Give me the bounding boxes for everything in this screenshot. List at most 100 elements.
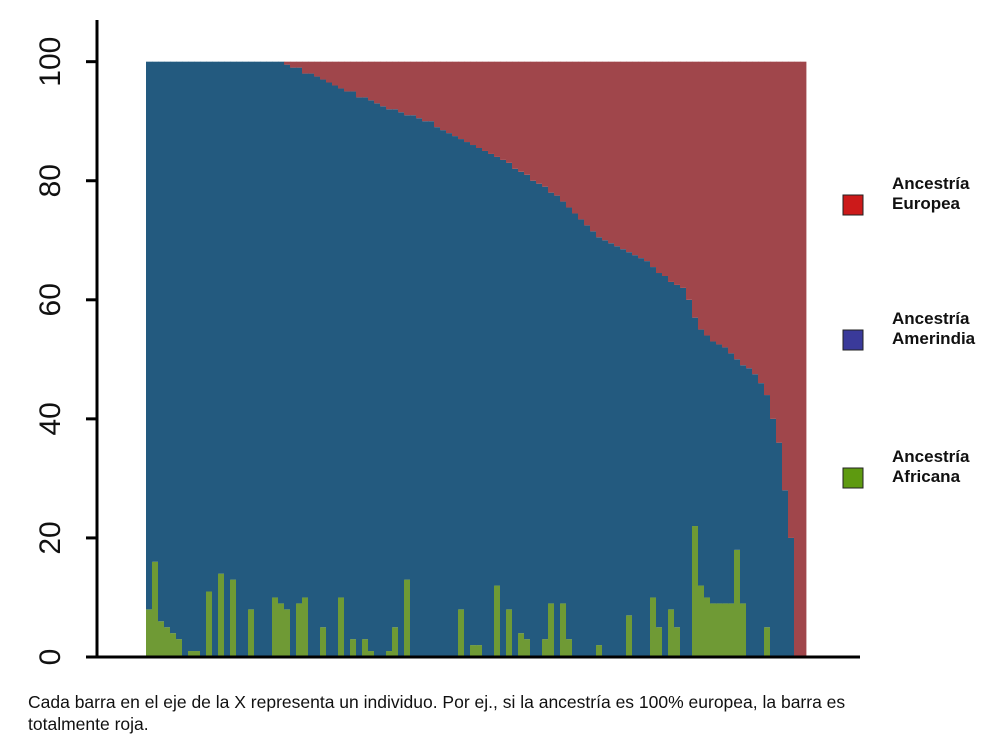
bar-segment bbox=[704, 335, 711, 598]
bar-segment bbox=[776, 61, 783, 443]
bar-segment bbox=[542, 61, 549, 187]
bar-segment bbox=[680, 61, 687, 288]
bar-segment bbox=[518, 61, 525, 172]
bar-segment bbox=[470, 645, 477, 657]
bar-segment bbox=[626, 615, 633, 657]
bar-segment bbox=[722, 347, 729, 604]
legend-label: Ancestría Africana bbox=[892, 447, 970, 486]
bar-segment bbox=[500, 61, 507, 160]
bar-segment bbox=[566, 207, 573, 640]
bar-segment bbox=[530, 180, 537, 657]
bar-segment bbox=[386, 61, 393, 110]
bar-segment bbox=[524, 174, 531, 640]
bar-segment bbox=[662, 275, 669, 657]
bar-segment bbox=[728, 603, 735, 657]
bar-segment bbox=[392, 109, 399, 628]
bar-segment bbox=[650, 61, 657, 268]
bar-segment bbox=[422, 121, 429, 657]
bar-segment bbox=[338, 88, 345, 598]
bar-segment bbox=[596, 237, 603, 646]
bar-segment bbox=[218, 61, 225, 574]
bar-segment bbox=[326, 61, 333, 83]
bar-segment bbox=[512, 168, 519, 657]
bar-segment bbox=[752, 374, 759, 657]
bar-segment bbox=[704, 597, 711, 657]
bar-segment bbox=[704, 61, 711, 336]
bar-segment bbox=[644, 61, 651, 262]
bar-segment bbox=[296, 603, 303, 657]
bar-segment bbox=[434, 127, 441, 658]
bar-segment bbox=[692, 317, 699, 527]
bar-segment bbox=[404, 61, 411, 116]
bar-segment bbox=[536, 61, 543, 184]
bar-segment bbox=[674, 61, 681, 285]
bar-segment bbox=[632, 61, 639, 256]
bar-segment bbox=[584, 61, 591, 226]
bar-segment bbox=[260, 61, 267, 657]
bar-segment bbox=[560, 603, 567, 657]
bar-segment bbox=[404, 579, 411, 657]
bar-segment bbox=[764, 61, 771, 396]
bar-segment bbox=[284, 61, 291, 65]
bar-segment bbox=[356, 61, 363, 98]
bar-segment bbox=[350, 91, 357, 640]
bar-segment bbox=[506, 162, 513, 610]
bar-segment bbox=[224, 61, 231, 657]
bar-segment bbox=[698, 585, 705, 657]
y-tick-label: 60 bbox=[34, 283, 67, 316]
bar-segment bbox=[656, 627, 663, 657]
bar-segment bbox=[548, 61, 555, 193]
bar-segment bbox=[710, 61, 717, 342]
bar-segment bbox=[746, 368, 753, 657]
bar-segment bbox=[506, 61, 513, 163]
bar-segment bbox=[362, 61, 369, 98]
bar-segment bbox=[638, 61, 645, 259]
bar-segment bbox=[302, 61, 309, 74]
bar-segment bbox=[170, 633, 177, 657]
bar-segment bbox=[416, 61, 423, 119]
bar-segment bbox=[302, 73, 309, 598]
legend-label: Ancestría Europea bbox=[892, 174, 970, 213]
bar-segment bbox=[620, 249, 627, 657]
bar-segment bbox=[722, 603, 729, 657]
bar-segment bbox=[212, 61, 219, 657]
bar-segment bbox=[386, 651, 393, 657]
bar-segment bbox=[416, 118, 423, 657]
bar-segment bbox=[650, 597, 657, 657]
bar-segment bbox=[200, 61, 207, 657]
bar-segment bbox=[632, 255, 639, 657]
bar-segment bbox=[194, 651, 201, 657]
bar-segment bbox=[284, 64, 291, 610]
y-tick-label: 80 bbox=[34, 164, 67, 197]
bar-segment bbox=[734, 61, 741, 360]
bar-segment bbox=[740, 603, 747, 657]
bar-segment bbox=[404, 115, 411, 580]
bar-segment bbox=[572, 61, 579, 214]
bar-segment bbox=[410, 61, 417, 116]
bar-segment bbox=[320, 79, 327, 628]
bar-segment bbox=[548, 603, 555, 657]
bar-segment bbox=[332, 85, 339, 658]
bar-segment bbox=[740, 61, 747, 366]
bar-segment bbox=[152, 61, 159, 562]
bar-segment bbox=[674, 627, 681, 657]
bar-segment bbox=[290, 61, 297, 68]
y-tick-label: 20 bbox=[34, 521, 67, 554]
y-tick-label: 40 bbox=[34, 402, 67, 435]
caption: Cada barra en el eje de la X representa … bbox=[28, 692, 846, 734]
bar-segment bbox=[152, 561, 159, 657]
legend-label: Ancestría Amerindia bbox=[892, 309, 976, 348]
bar-segment bbox=[314, 76, 321, 657]
bar-segment bbox=[410, 115, 417, 658]
bar-segment bbox=[626, 252, 633, 616]
bar-segment bbox=[398, 61, 405, 113]
bar-segment bbox=[542, 639, 549, 657]
bar-segment bbox=[746, 61, 753, 369]
bar-segment bbox=[788, 61, 795, 538]
legend-swatch bbox=[842, 329, 864, 351]
bar-segment bbox=[470, 61, 477, 146]
bar-segment bbox=[794, 61, 801, 657]
bar-segment bbox=[464, 142, 471, 657]
bar-segment bbox=[608, 61, 615, 244]
